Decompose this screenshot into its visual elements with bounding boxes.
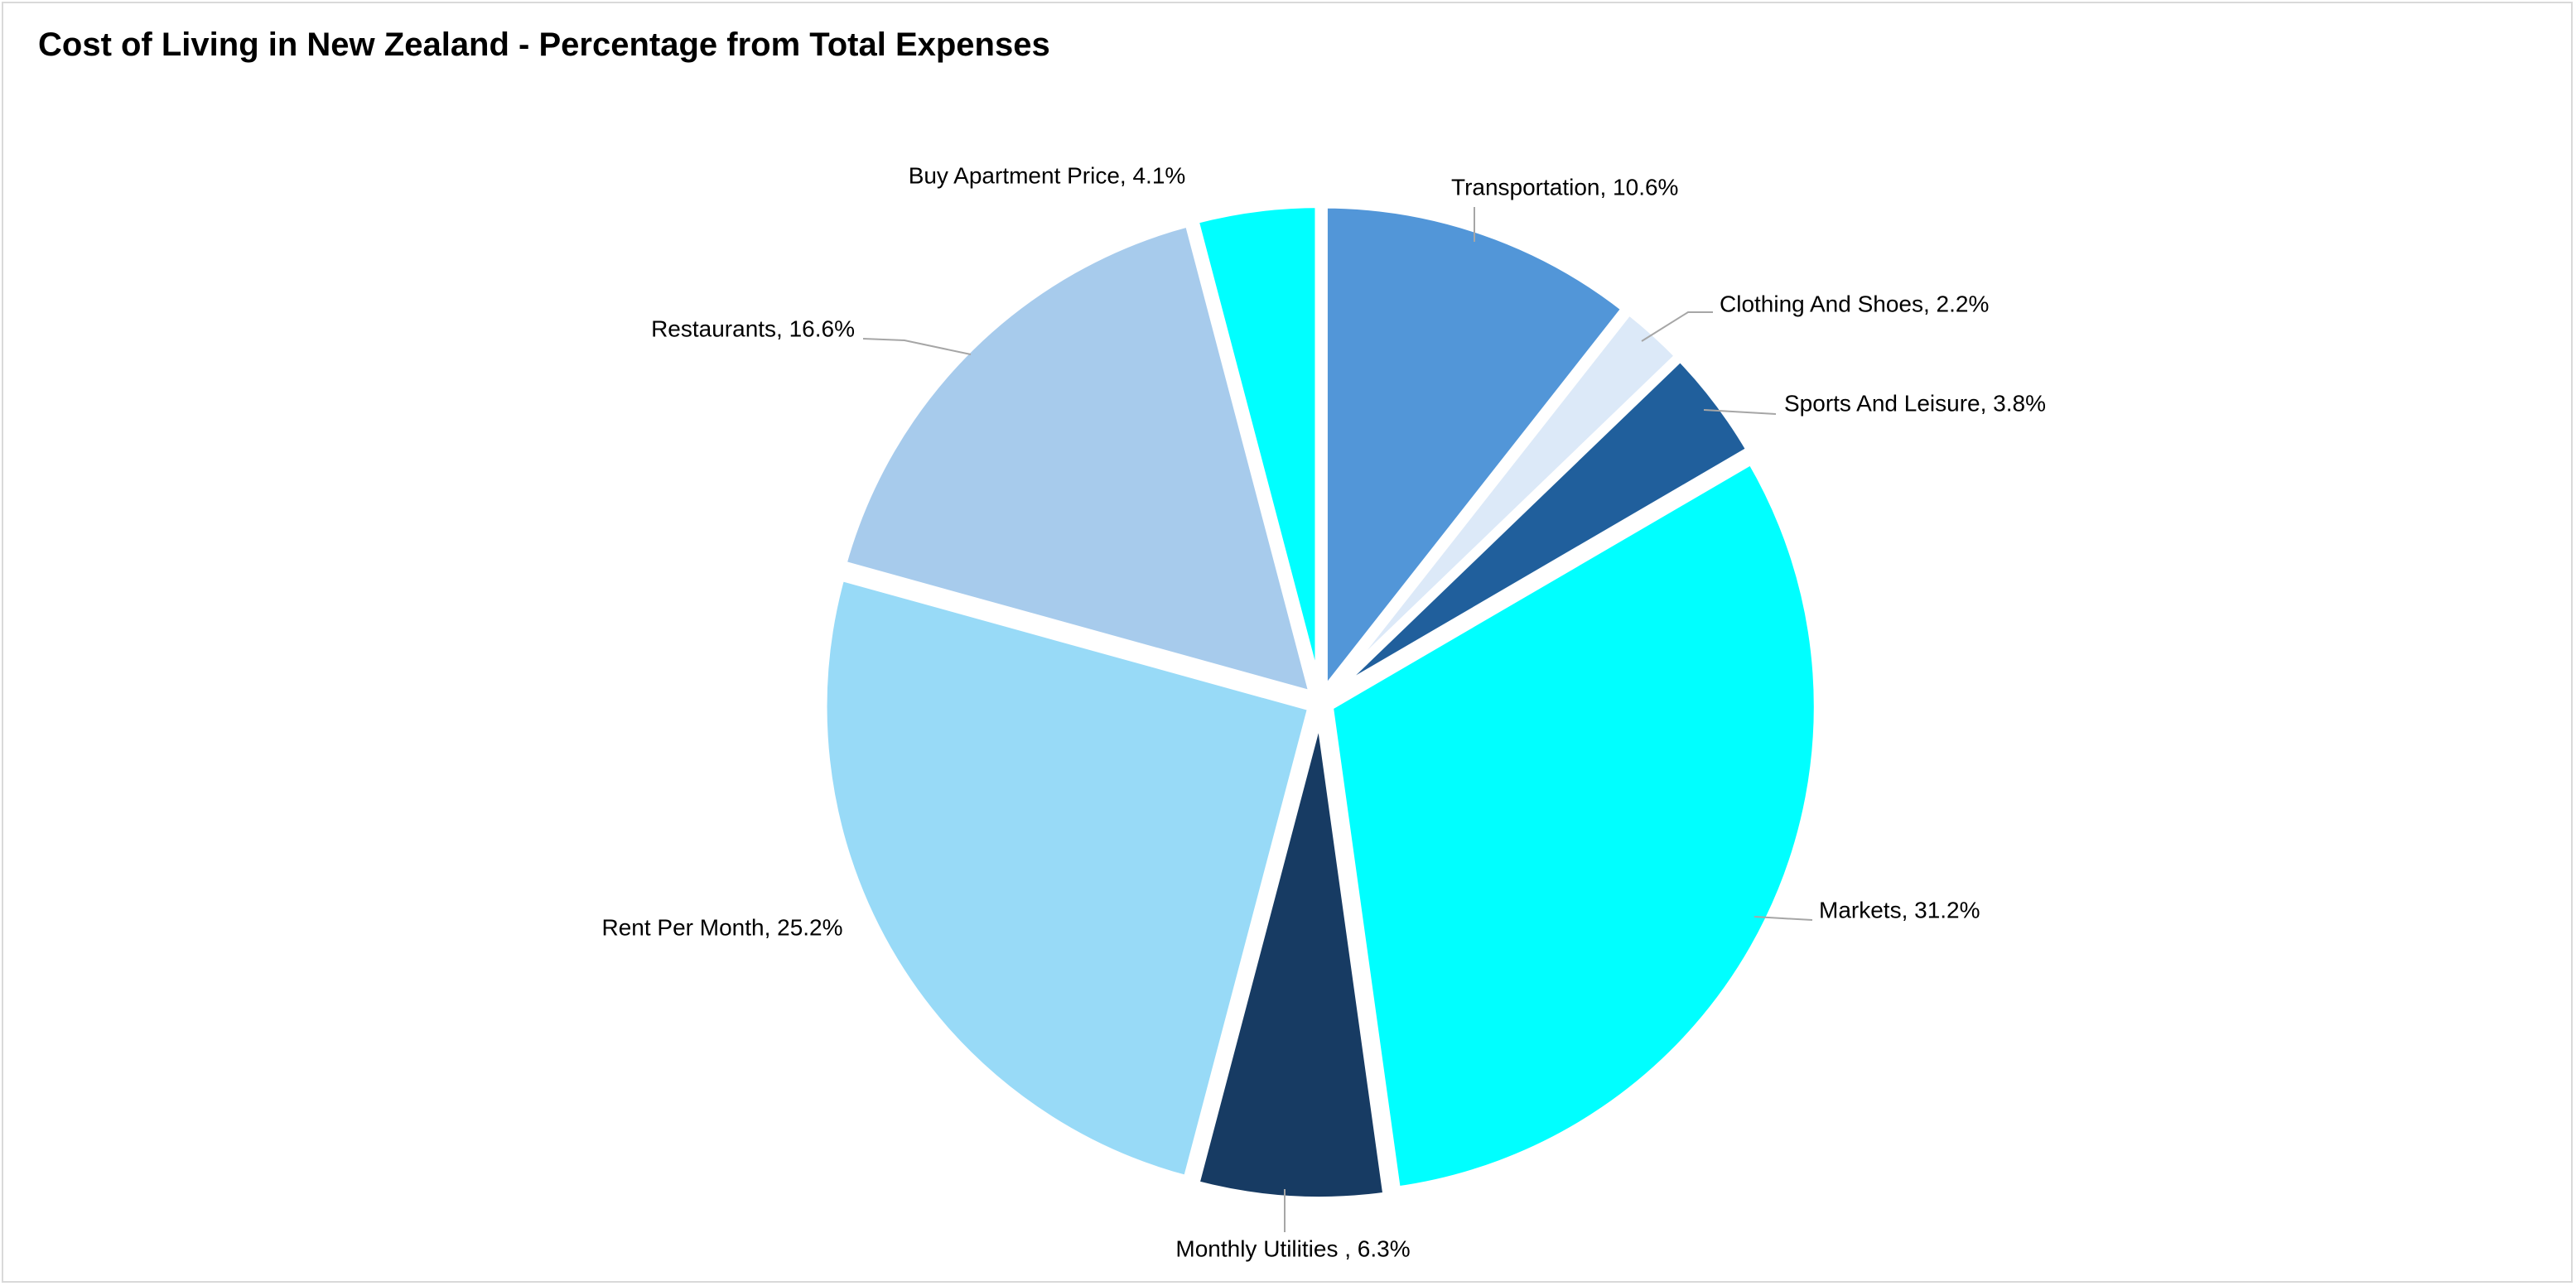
pie-slice-restaurants [837,217,1319,701]
pie-slice-transportation [1319,200,1632,706]
data-label-clothing-and-shoes: Clothing And Shoes, 2.2% [1720,291,1989,316]
data-label-buy-apartment-price: Buy Apartment Price, 4.1% [909,162,1186,188]
pie-slice-rent-per-month [818,571,1317,1185]
data-labels: Transportation, 10.6% Clothing And Shoes,… [601,162,2046,1261]
data-label-sports-and-leisure: Sports And Leisure, 3.8% [1784,390,2046,416]
data-label-markets: Markets, 31.2% [1819,897,1980,922]
pie-slice-markets [1324,455,1822,1196]
data-label-restaurants: Restaurants, 16.6% [651,315,855,341]
pie-slice-sports-and-leisure [1325,351,1757,701]
data-label-monthly-utilities: Monthly Utilities , 6.3% [1175,1235,1410,1261]
data-label-transportation: Transportation, 10.6% [1451,174,1678,200]
chart-title: Cost of Living in New Zealand - Percenta… [38,26,1050,63]
leader-line-sports-and-leisure [1703,409,1777,415]
leader-line-restaurants [862,338,972,355]
leader-lines [862,207,1813,1232]
pie-slice-monthly-utilities [1189,710,1392,1205]
leader-line-clothing-and-shoes [1641,311,1713,342]
pie-slice-buy-apartment-price [1189,200,1324,694]
data-label-rent-per-month: Rent Per Month, 25.2% [601,914,842,940]
leader-line-markets [1754,916,1813,921]
pie-slices [818,200,1822,1205]
